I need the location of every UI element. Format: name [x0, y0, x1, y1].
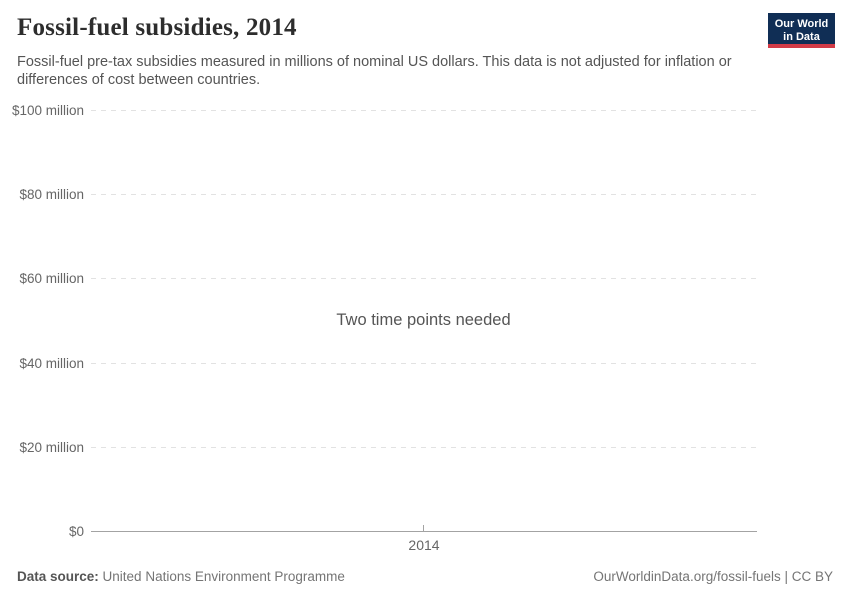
data-source-value: United Nations Environment Programme [102, 569, 345, 584]
gridline [91, 277, 757, 279]
page-title: Fossil-fuel subsidies, 2014 [17, 14, 297, 41]
x-axis-tick-label: 2014 [408, 537, 440, 553]
empty-chart-message: Two time points needed [336, 311, 511, 329]
gridline [91, 193, 757, 195]
y-axis-tick-label: $20 million [19, 439, 84, 455]
y-axis-tick-label: $80 million [19, 186, 84, 202]
y-axis-tick-label: $0 [68, 523, 84, 539]
data-source-note: Data source: United Nations Environment … [17, 569, 345, 584]
data-source-label: Data source: [17, 569, 99, 584]
gridline [91, 362, 757, 364]
y-tick-row: $60 million [0, 269, 757, 287]
x-axis-tick [423, 525, 424, 531]
y-tick-row: $100 million [0, 101, 757, 119]
y-axis-tick-label: $40 million [19, 355, 84, 371]
owid-logo-line2: in Data [783, 31, 820, 43]
gridline [91, 109, 757, 111]
y-axis-tick-label: $100 million [11, 102, 84, 118]
owid-logo-line1: Our World [774, 18, 829, 30]
y-tick-row: $80 million [0, 185, 757, 203]
x-axis-line [91, 530, 757, 532]
attribution-link[interactable]: OurWorldinData.org/fossil-fuels | CC BY [593, 569, 833, 584]
chart-subtitle: Fossil-fuel pre-tax subsidies measured i… [17, 54, 732, 88]
y-tick-row: $20 million [0, 438, 757, 456]
y-tick-row-zero: $0 [0, 522, 757, 540]
y-tick-row: $40 million [0, 354, 757, 372]
y-axis-tick-label: $60 million [19, 270, 84, 286]
owid-logo[interactable]: Our World in Data [768, 13, 835, 48]
gridline [91, 446, 757, 448]
